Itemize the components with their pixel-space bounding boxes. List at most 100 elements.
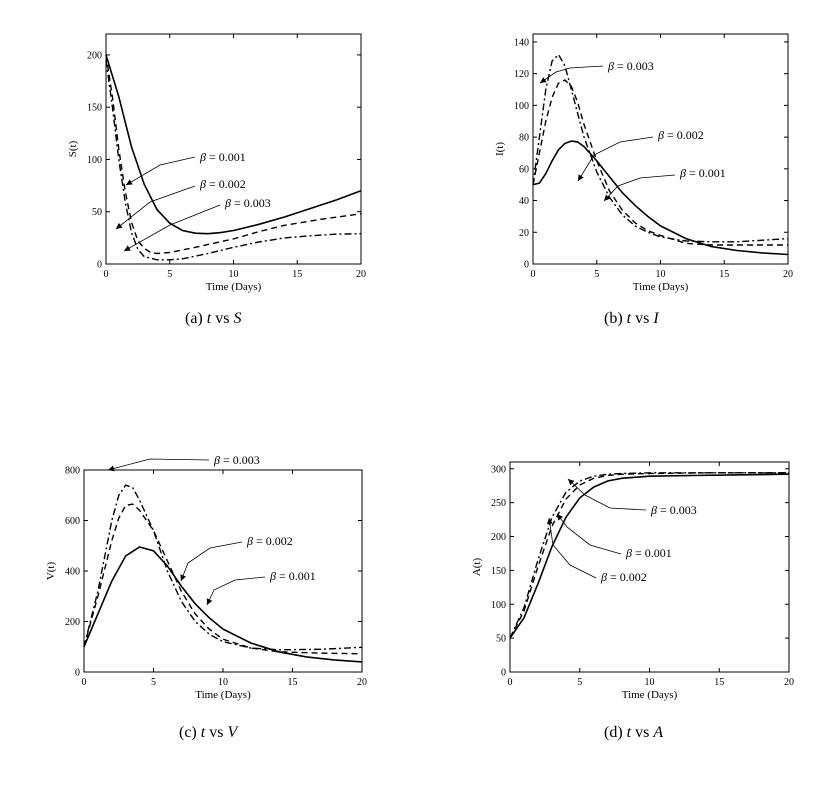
panel-d-annotation: β = 0.002 [546, 517, 647, 584]
panel-b-ytick-label: 40 [519, 196, 529, 207]
panel-c-annotation: β = 0.002 [180, 534, 293, 582]
panel-d-xlabel: Time (Days) [622, 689, 678, 701]
panel-d-ytick-label: 100 [491, 600, 506, 611]
panel-a-series-dashed [105, 54, 362, 255]
panel-b-ytick-label: 100 [514, 101, 529, 112]
panel-c-series-dashdot [83, 484, 363, 651]
panel-b-series-dashed [532, 79, 788, 246]
panel-d-ytick-label: 0 [501, 668, 506, 679]
panel-b-ytick-label: 0 [524, 260, 529, 271]
panel-a-annotation-leader [123, 204, 221, 252]
panel-c-xtick-label: 20 [357, 677, 367, 688]
panel-d-series-solid [509, 473, 790, 639]
panel-d-ytick-label: 250 [491, 498, 506, 509]
panel-b-xtick-label: 20 [783, 269, 793, 280]
panel-b-annotation-leader [539, 65, 604, 84]
panel-a-annotation-arrowhead [124, 245, 131, 251]
panel-a-annotation: β = 0.002 [115, 177, 246, 230]
panel-b-xtick-label: 15 [719, 269, 729, 280]
panel-c-ytick-label: 600 [65, 516, 80, 527]
panel-d-series-dashed [509, 472, 789, 639]
panel-d-xtick-label: 5 [577, 677, 582, 688]
panel-b-ytick-label: 60 [519, 164, 529, 175]
panel-b-frame [532, 33, 789, 265]
panel-c-xlabel: Time (Days) [195, 689, 251, 701]
panel-b-annotation-arrowhead [604, 194, 611, 201]
panel-d-xtick-label: 20 [784, 677, 794, 688]
panel-b-ytick-label: 80 [519, 133, 529, 144]
panel-b-annotation: β = 0.002 [577, 128, 704, 182]
panel-d-xtick-label: 10 [645, 677, 655, 688]
panel-d-annotation-label: β = 0.001 [625, 546, 672, 560]
panel-d-annotation-arrowhead [557, 514, 564, 521]
panel-a-annotation-arrowhead [126, 179, 133, 185]
panel-a-xtick-label: 15 [292, 269, 302, 280]
panel-a-ytick-label: 100 [87, 155, 102, 166]
panel-d-ytick-label: 150 [491, 566, 506, 577]
panel-a-ytick-label: 0 [97, 260, 102, 271]
panel-b-annotation-label: β = 0.003 [607, 59, 654, 73]
panel-c-xtick-label: 0 [82, 677, 87, 688]
panel-a-ytick-label: 200 [87, 50, 102, 61]
panel-a-ytick-label: 150 [87, 103, 102, 114]
panel-a-annotation-label: β = 0.001 [199, 150, 246, 164]
panel-a-ylabel: S(t) [67, 140, 79, 157]
panel-b-annotation-label: β = 0.002 [657, 128, 704, 142]
panel-c-annotation: β = 0.001 [206, 569, 316, 606]
panel-a-caption: (a) t vs S [185, 310, 241, 327]
panel-c-annotation-arrowhead [108, 465, 115, 472]
panel-d-annotation: β = 0.003 [567, 478, 697, 517]
panel-a-annotation-arrowhead [116, 222, 123, 229]
panel-d-ylabel: A(t) [471, 558, 483, 577]
panel-d-caption: (d) t vs A [604, 724, 663, 741]
panel-b-annotation: β = 0.001 [603, 166, 726, 202]
panel-a-annotation-leader [125, 156, 196, 186]
panel-c-ytick-label: 800 [65, 466, 80, 477]
panel-b-series-dashdot [532, 53, 789, 243]
panel-c-ytick-label: 400 [65, 567, 80, 578]
panel-a-xtick-label: 5 [167, 269, 172, 280]
panel-c-series-solid [83, 546, 363, 663]
panel-b-xtick-label: 10 [656, 269, 666, 280]
panel-c-ytick-label: 0 [75, 668, 80, 679]
panel-d-annotation-leader [548, 517, 597, 579]
panel-a-series-solid [105, 54, 362, 235]
panel-d-xtick-label: 15 [714, 677, 724, 688]
panel-d-annotation-arrowhead [546, 518, 553, 525]
panel-b-annotation-leader [603, 174, 676, 202]
panel-b-xlabel: Time (Days) [633, 281, 689, 293]
panel-d-annotation: β = 0.001 [556, 513, 672, 560]
panel-c-caption: (c) t vs V [179, 724, 239, 741]
panel-c-xtick-label: 15 [288, 677, 298, 688]
panel-a-annotation: β = 0.001 [125, 150, 246, 186]
panel-d-annotation-label: β = 0.003 [650, 503, 697, 517]
panel-a-annotation-label: β = 0.003 [224, 196, 271, 210]
panel-c-annotation-label: β = 0.002 [246, 534, 293, 548]
panel-c-ytick-label: 200 [65, 617, 80, 628]
panel-a-xtick-label: 20 [356, 269, 366, 280]
panel-b-xtick-label: 0 [531, 269, 536, 280]
panel-d-series-dashdot [509, 472, 789, 639]
panel-a-series-dashdot [105, 60, 362, 261]
panel-b-ylabel: I(t) [494, 142, 506, 156]
panel-d-annotation-arrowhead [568, 479, 575, 486]
panel-c-ylabel: V(t) [45, 562, 57, 581]
panel-d-xtick-label: 0 [508, 677, 513, 688]
panel-a-xlabel: Time (Days) [206, 281, 262, 293]
panel-b-annotation: β = 0.003 [539, 59, 654, 84]
panel-b-annotation-arrowhead [540, 77, 547, 83]
panel-a-ytick-label: 50 [92, 207, 102, 218]
panel-d-annotation-leader [556, 513, 622, 555]
panel-c-annotation-label: β = 0.003 [213, 453, 260, 467]
panel-a-xtick-label: 10 [229, 269, 239, 280]
panel-b-ytick-label: 20 [519, 228, 529, 239]
panel-a-annotation: β = 0.003 [123, 196, 271, 252]
panel-c-annotation-leader [180, 541, 243, 582]
panel-d-annotation-label: β = 0.002 [600, 570, 647, 584]
panel-b-annotation-leader [577, 136, 654, 182]
panel-c-annotation: β = 0.003 [107, 453, 260, 472]
